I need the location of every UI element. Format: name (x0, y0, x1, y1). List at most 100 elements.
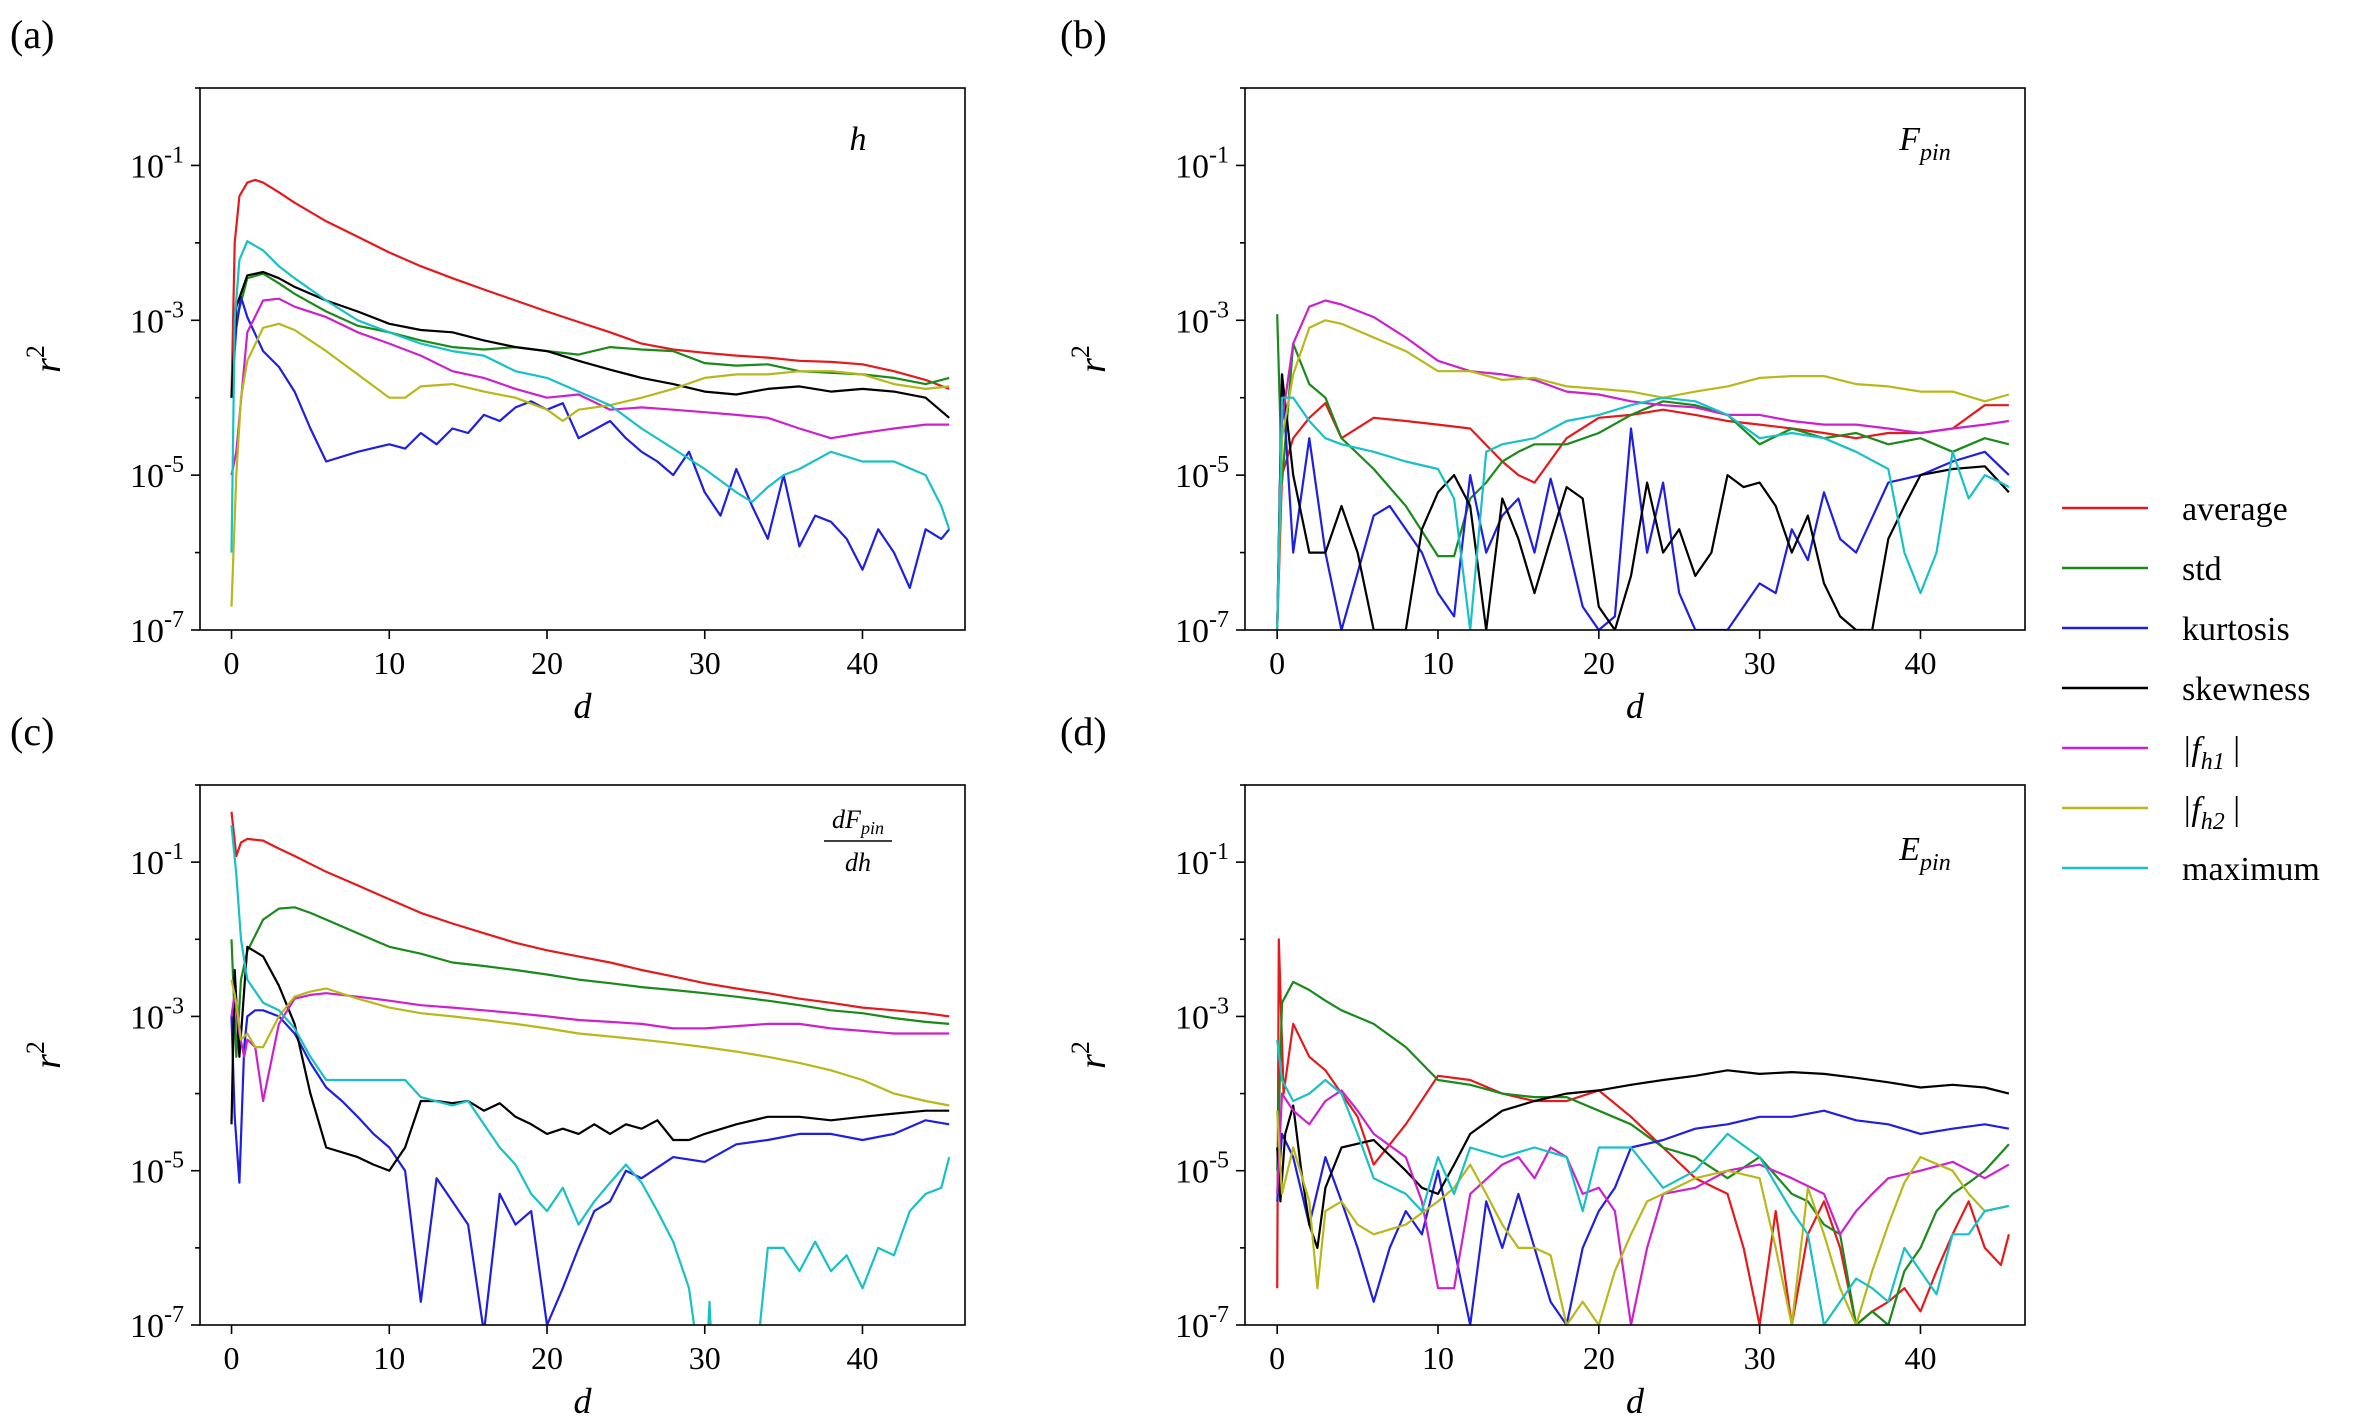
legend-label-sub: h2 (2201, 809, 2225, 835)
series-line-maximum (230, 825, 951, 1325)
annotation-sub: pin (1918, 140, 1951, 166)
legend-label-base: |f (2182, 791, 2205, 828)
series-line-skewness (1276, 1069, 2010, 1249)
y-tick-base: 10 (130, 458, 164, 495)
y-axis-label: r2 (1066, 345, 1114, 373)
plot-frame (199, 784, 966, 1326)
legend-label: skewness (2182, 671, 2310, 708)
annotation-numerator: dFpin (832, 805, 884, 838)
y-tick-exponent: -5 (164, 452, 184, 478)
series-line-skewness (230, 945, 950, 1172)
y-axis-label-base: r (27, 1054, 69, 1069)
y-tick-label: 10-1 (1175, 142, 1229, 185)
x-tick-label: 0 (224, 645, 240, 681)
x-tick-label: 10 (373, 645, 405, 681)
y-tick-label: 10-7 (1175, 1302, 1229, 1345)
panel-label: (b) (1060, 12, 1107, 57)
series-line-kurtosis (230, 295, 951, 589)
x-tick-label: 0 (1269, 1340, 1285, 1376)
annotation-base: E (1898, 831, 1920, 868)
series-line-std (1276, 980, 2010, 1325)
y-tick-base: 10 (130, 303, 164, 340)
annotation-label: h (850, 121, 867, 158)
x-tick-label: 30 (1744, 645, 1776, 681)
y-tick-label: 10-1 (130, 839, 184, 882)
y-tick-exponent: -5 (1209, 1148, 1229, 1174)
y-tick-label: 10-5 (1175, 452, 1229, 495)
y-tick-exponent: -1 (1209, 839, 1229, 865)
y-tick-label: 10-5 (130, 1148, 184, 1191)
y-axis-label-sup: 2 (1066, 345, 1095, 358)
y-tick-base: 10 (130, 148, 164, 185)
annotation-label: Epin (1898, 831, 1950, 876)
x-tick-label: 30 (1744, 1340, 1776, 1376)
series-line-kurtosis (1276, 1109, 2010, 1325)
x-tick-label: 40 (846, 645, 878, 681)
x-tick-label: 40 (1904, 1340, 1936, 1376)
y-tick-label: 10-1 (130, 142, 184, 185)
x-tick-label: 30 (689, 645, 721, 681)
series-line-skewness (1276, 373, 2010, 630)
y-tick-exponent: -7 (164, 1302, 184, 1328)
x-tick-label: 20 (1583, 1340, 1615, 1376)
y-tick-base: 10 (1175, 845, 1209, 882)
series-line-average (230, 178, 950, 398)
series-group (1276, 299, 2010, 630)
y-tick-base: 10 (1175, 613, 1209, 650)
series-line-average (230, 811, 950, 1018)
y-tick-exponent: -7 (1209, 607, 1229, 633)
y-tick-label: 10-7 (1175, 607, 1229, 650)
x-tick-label: 20 (531, 1340, 563, 1376)
plot-frame (199, 87, 966, 631)
legend-label-suffix: | (2225, 731, 2240, 768)
y-tick-label: 10-3 (1175, 993, 1229, 1036)
y-tick-exponent: -1 (164, 839, 184, 865)
x-tick-label: 40 (1904, 645, 1936, 681)
y-axis-label: r2 (1066, 1041, 1114, 1069)
series-line-maximum (1276, 396, 2010, 630)
legend-label: maximum (2182, 851, 2320, 888)
x-tick-label: 10 (373, 1340, 405, 1376)
legend-label-suffix: | (2225, 791, 2240, 828)
x-axis-label: d (1626, 686, 1645, 726)
y-tick-exponent: -3 (164, 993, 184, 1019)
series-line-fh1 (1276, 1089, 2010, 1325)
x-axis-label: d (574, 686, 593, 726)
y-axis-label-base: r (1072, 358, 1114, 373)
annotation-label: Fpin (1898, 121, 1950, 166)
y-axis-label: r2 (21, 345, 69, 373)
series-line-fh1 (230, 992, 950, 1103)
series-line-fh2 (1276, 319, 2010, 630)
plot-frame (1244, 784, 2026, 1326)
panel-label: (a) (10, 12, 54, 57)
legend-label-base: |f (2182, 731, 2205, 768)
x-axis-label: d (574, 1381, 593, 1419)
y-tick-label: 10-3 (130, 993, 184, 1036)
series-line-maximum (1276, 1039, 2010, 1325)
y-tick-exponent: -7 (164, 607, 184, 633)
series-line-std (230, 272, 950, 398)
annotation-base: F (1898, 121, 1921, 158)
y-tick-exponent: -3 (1209, 297, 1229, 323)
annotation-base: h (850, 121, 867, 158)
y-tick-base: 10 (1175, 148, 1209, 185)
plot-frame (1244, 87, 2026, 631)
x-tick-label: 30 (689, 1340, 721, 1376)
y-tick-base: 10 (1175, 458, 1209, 495)
y-axis-label-base: r (1072, 1054, 1114, 1069)
x-tick-label: 0 (1269, 645, 1285, 681)
series-line-fh1 (230, 297, 950, 476)
y-axis-label: r2 (21, 1041, 69, 1069)
series-line-kurtosis (1276, 373, 2010, 630)
series-line-std (1276, 314, 2010, 558)
series-line-fh1 (1276, 299, 2010, 630)
y-tick-exponent: -1 (1209, 142, 1229, 168)
y-tick-exponent: -3 (164, 297, 184, 323)
y-tick-exponent: -5 (164, 1148, 184, 1174)
legend-label: |fh1 | (2182, 731, 2240, 775)
